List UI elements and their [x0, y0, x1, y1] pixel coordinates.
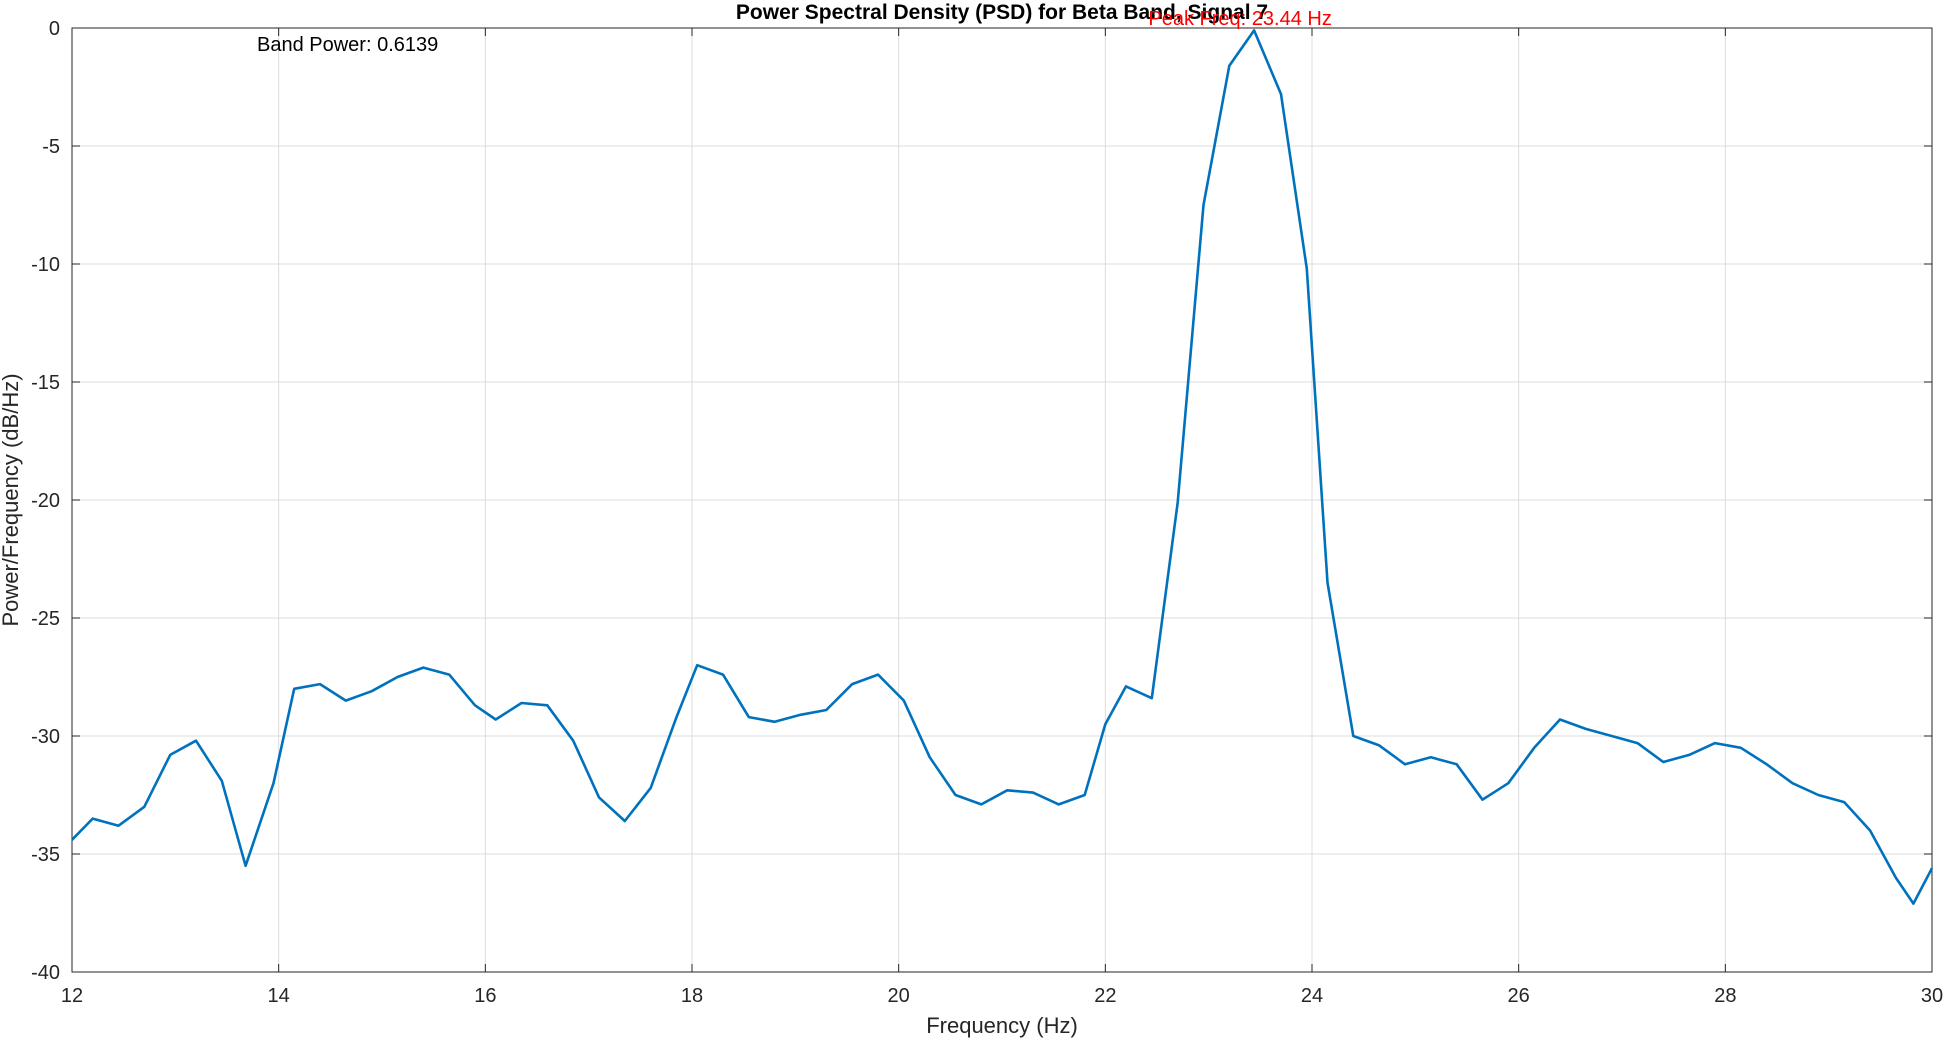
chart-title: Power Spectral Density (PSD) for Beta Ba…: [736, 1, 1268, 24]
psd-series-line: [71, 29, 1934, 905]
y-tick-label: -25: [31, 608, 60, 630]
x-tick-label: 26: [1508, 985, 1530, 1007]
x-tick-label: 28: [1714, 985, 1736, 1007]
x-tick-label: 22: [1094, 985, 1116, 1007]
y-tick-label: -40: [31, 962, 60, 984]
y-tick-label: -35: [31, 844, 60, 866]
x-tick-label: 20: [888, 985, 910, 1007]
x-tick-label: 14: [268, 985, 290, 1007]
band-power-label: Band Power: 0.6139: [257, 34, 438, 56]
y-tick-label: -5: [42, 136, 60, 158]
y-tick-label: -10: [31, 254, 60, 276]
y-tick-label: 0: [49, 18, 60, 40]
peak-frequency-label: Peak Freq: 23.44 Hz: [1148, 8, 1331, 30]
y-tick-label: -15: [31, 372, 60, 394]
series-layer: [71, 29, 1934, 905]
y-axis-title: Power/Frequency (dB/Hz): [0, 373, 23, 626]
x-tick-label: 12: [61, 985, 83, 1007]
x-tick-label: 16: [474, 985, 496, 1007]
x-tick-label: 24: [1301, 985, 1323, 1007]
axis-ticks: 12 14 16 18 20 22 24 26 28 30 0 -5 -10 -15 -20 -25 -30 -3…: [31, 18, 1943, 1007]
y-tick-label: -30: [31, 726, 60, 748]
x-tick-label: 18: [681, 985, 703, 1007]
grid: [72, 28, 1932, 972]
y-tick-label: -20: [31, 490, 60, 512]
x-tick-label: 30: [1921, 985, 1943, 1007]
x-axis-title: Frequency (Hz): [926, 1013, 1078, 1038]
